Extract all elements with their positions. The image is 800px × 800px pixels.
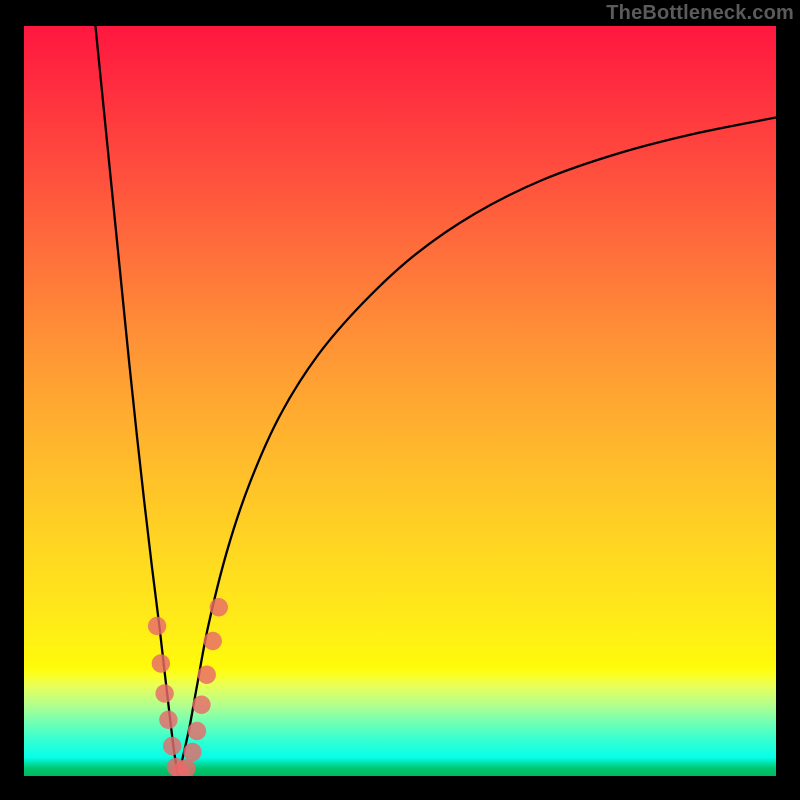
chart-outer-frame: TheBottleneck.com [0, 0, 800, 800]
data-marker [210, 598, 228, 616]
data-marker [192, 696, 210, 714]
data-marker [148, 617, 166, 635]
gradient-background [24, 26, 776, 776]
data-marker [163, 737, 181, 755]
data-marker [155, 684, 173, 702]
chart-svg [24, 26, 776, 776]
data-marker [198, 666, 216, 684]
data-marker [159, 711, 177, 729]
data-marker [188, 722, 206, 740]
data-marker [183, 743, 201, 761]
chart-plot-area [24, 26, 776, 776]
watermark-text: TheBottleneck.com [606, 2, 794, 25]
data-marker [152, 654, 170, 672]
data-marker [204, 632, 222, 650]
